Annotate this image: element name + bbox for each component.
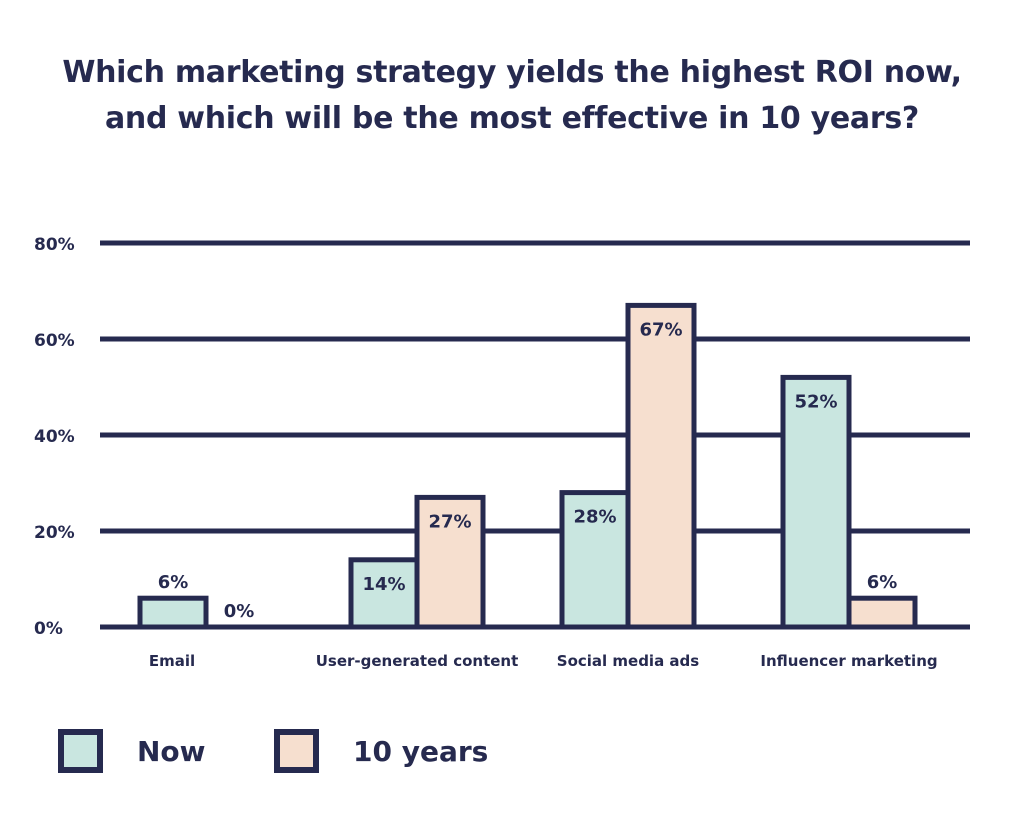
- y-tick-label: 80%: [34, 235, 75, 255]
- y-tick-label: 40%: [34, 427, 75, 447]
- bar: [348, 557, 420, 630]
- legend-item-now: Now: [58, 729, 206, 773]
- chart-title-line-1: Which marketing strategy yields the high…: [62, 55, 962, 90]
- legend-swatch-10-years: [274, 729, 319, 773]
- x-category-label: Influencer marketing: [760, 652, 937, 670]
- bar-value-label: 52%: [794, 391, 837, 412]
- y-tick-label: 0%: [34, 619, 63, 639]
- bar: [414, 494, 486, 630]
- legend-swatch-now: [58, 729, 103, 773]
- bar-value-label: 28%: [573, 507, 616, 528]
- bar-value-label: 0%: [224, 601, 255, 622]
- x-axis-labels: Email User-generated content Social media …: [149, 652, 938, 670]
- bar: [846, 595, 918, 630]
- bar-value-label: 27%: [428, 511, 471, 532]
- legend-label-now: Now: [137, 734, 206, 768]
- y-tick-label: 60%: [34, 331, 75, 351]
- bar: [780, 374, 852, 630]
- legend-label-10-years: 10 years: [353, 734, 489, 768]
- x-category-label: Email: [149, 652, 195, 670]
- bar: [137, 595, 209, 630]
- legend-item-10-years: 10 years: [274, 729, 488, 773]
- x-category-label: User-generated content: [316, 652, 519, 670]
- bar: [625, 302, 697, 630]
- bar-value-label: 6%: [867, 572, 898, 593]
- bars: 6% 14% 28% 52% 0% 27% 67% 6%: [137, 302, 918, 630]
- chart-title-line-2: and which will be the most effective in …: [104, 101, 920, 136]
- chart-title: Which marketing strategy yields the high…: [0, 50, 1024, 142]
- bar-value-label: 67%: [639, 319, 682, 340]
- y-axis-ticks: 0% 20% 40% 60% 80%: [34, 235, 75, 639]
- bar-value-label: 14%: [362, 574, 405, 595]
- y-tick-label: 20%: [34, 523, 75, 543]
- bar-value-label: 6%: [158, 572, 189, 593]
- x-category-label: Social media ads: [557, 652, 700, 670]
